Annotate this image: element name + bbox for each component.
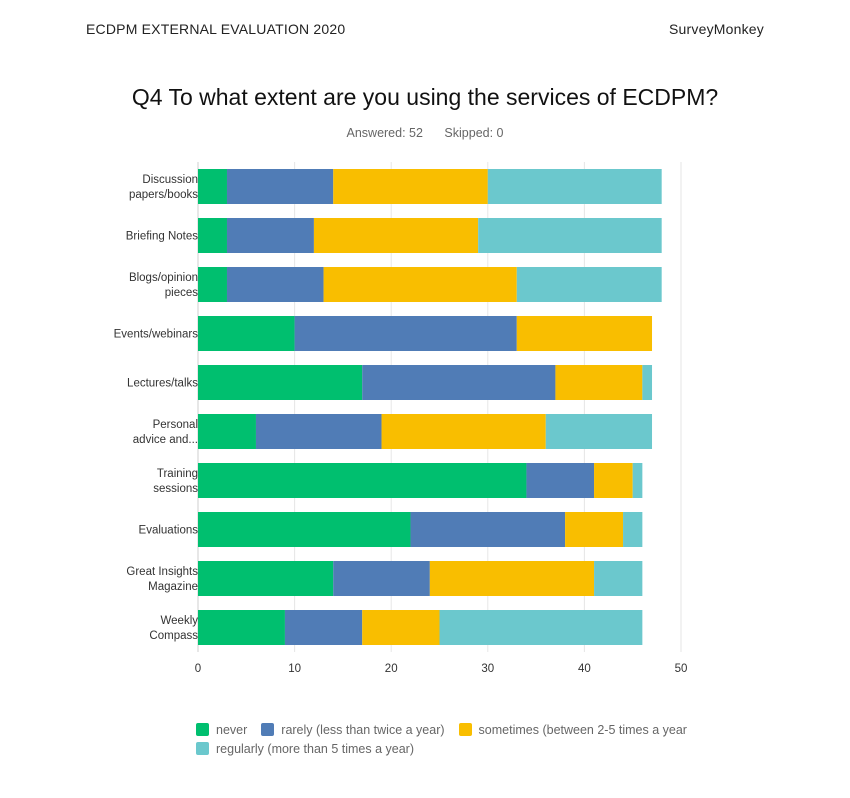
- category-label: Great Insights: [126, 566, 198, 578]
- legend-item: never: [196, 723, 247, 737]
- bar-segment: [255, 414, 382, 449]
- report-title: ECDPM EXTERNAL EVALUATION 2020: [86, 21, 346, 37]
- bar-segment: [333, 561, 430, 596]
- bar-segment: [226, 218, 314, 253]
- bar-segment: [198, 267, 227, 302]
- category-label: pieces: [165, 287, 198, 299]
- category-label: Evaluations: [139, 525, 199, 537]
- legend-row: never rarely (less than twice a year) some…: [196, 720, 696, 739]
- bar-segment: [410, 512, 566, 547]
- bar-segment: [198, 218, 227, 253]
- bar-segment: [198, 561, 334, 596]
- category-label: Blogs/opinion: [129, 272, 198, 284]
- bar-segment: [478, 218, 662, 253]
- bar-segment: [526, 463, 595, 498]
- chart-legend: never rarely (less than twice a year) some…: [196, 720, 696, 758]
- bar-segment: [198, 463, 527, 498]
- legend-swatch: [261, 723, 275, 736]
- category-label: sessions: [153, 483, 198, 495]
- legend-row: regularly (more than 5 times a year): [196, 739, 696, 758]
- category-label: Lectures/talks: [127, 378, 198, 390]
- bar-segment: [226, 267, 324, 302]
- question-title: Q4 To what extent are you using the serv…: [131, 84, 719, 110]
- legend-swatch: [196, 742, 209, 755]
- category-label: advice and...: [133, 434, 198, 446]
- bar-segment: [632, 463, 643, 498]
- bar-segment: [362, 365, 556, 400]
- x-tick-label: 20: [385, 663, 398, 675]
- x-tick-label: 0: [195, 663, 201, 675]
- bar-segment: [623, 512, 643, 547]
- bar-segment: [381, 414, 546, 449]
- answered-count: Answered: 52: [346, 126, 423, 140]
- bar-segment: [429, 561, 595, 596]
- bar-segment: [198, 610, 285, 645]
- legend-item: rarely (less than twice a year): [261, 722, 445, 737]
- category-label: Compass: [149, 630, 198, 642]
- bar-segment: [545, 414, 653, 449]
- legend-label: sometimes (between 2-5 times a year: [478, 722, 687, 737]
- bar-segment: [294, 316, 517, 351]
- bar-segment: [555, 365, 643, 400]
- bar-segment: [487, 169, 662, 204]
- bar-segment: [198, 414, 256, 449]
- category-label: papers/books: [129, 189, 198, 201]
- x-tick-label: 30: [481, 663, 494, 675]
- x-tick-label: 50: [675, 663, 688, 675]
- bar-segment: [594, 561, 643, 596]
- x-tick-label: 10: [288, 663, 301, 675]
- category-label: Briefing Notes: [126, 231, 198, 243]
- legend-swatch: [458, 723, 472, 736]
- skipped-count: Skipped: 0: [444, 126, 504, 140]
- category-label: Training: [157, 468, 198, 480]
- category-label: Events/webinars: [114, 329, 199, 341]
- bar-segment: [226, 169, 334, 204]
- bar-segment: [516, 316, 653, 351]
- bar-segment: [198, 512, 411, 547]
- bar-segment: [362, 610, 440, 645]
- bar-segment: [333, 169, 488, 204]
- legend-swatch: [196, 723, 209, 736]
- category-label: Discussion: [142, 174, 198, 186]
- legend-label: regularly (more than 5 times a year): [216, 741, 414, 756]
- surveymonkey-brand: SurveyMonkey: [669, 21, 764, 37]
- category-label: Personal: [153, 419, 198, 431]
- bar-segment: [198, 169, 227, 204]
- bar-segment: [642, 365, 653, 400]
- bar-segment: [323, 267, 517, 302]
- category-label: Magazine: [148, 581, 198, 593]
- legend-label: rarely (less than twice a year): [281, 722, 445, 737]
- bar-segment: [439, 610, 643, 645]
- bar-segment: [198, 316, 295, 351]
- legend-item: regularly (more than 5 times a year): [196, 742, 414, 756]
- response-stats: Answered: 52 Skipped: 0: [0, 126, 850, 140]
- bar-segment: [516, 267, 662, 302]
- legend-item: sometimes (between 2-5 times a year: [458, 722, 687, 737]
- category-label: Weekly: [161, 615, 199, 627]
- bar-segment: [313, 218, 479, 253]
- legend-label: never: [216, 722, 248, 737]
- bar-segment: [284, 610, 363, 645]
- x-tick-label: 40: [578, 663, 591, 675]
- bar-segment: [594, 463, 633, 498]
- bar-segment: [565, 512, 624, 547]
- bar-segment: [198, 365, 363, 400]
